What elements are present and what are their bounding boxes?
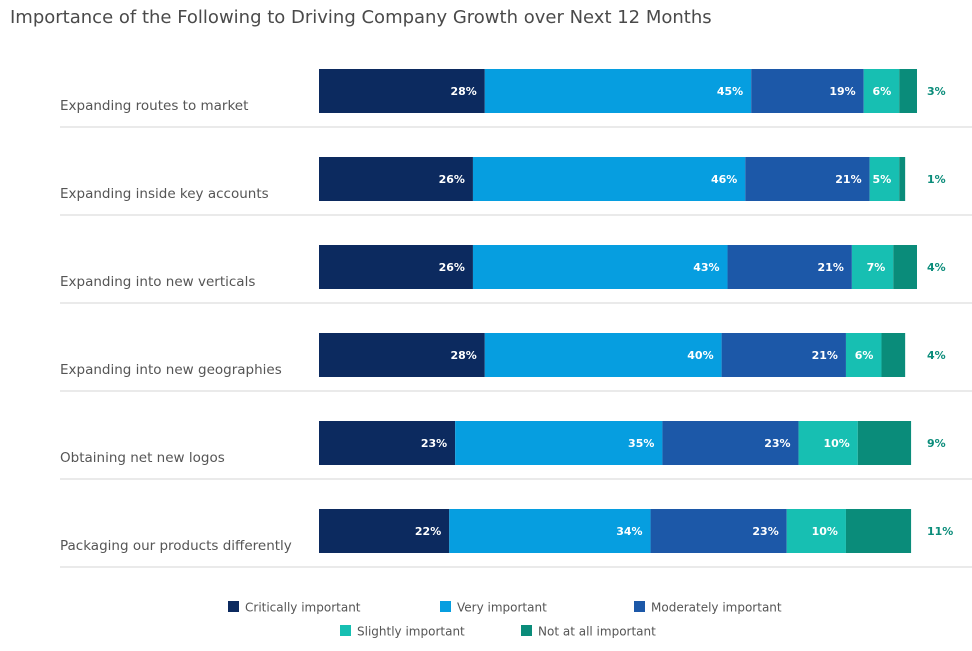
value-label: 9% <box>927 437 946 450</box>
value-label: 34% <box>616 525 642 538</box>
bar-segment <box>484 69 752 113</box>
value-label: 6% <box>855 349 874 362</box>
category-label: Expanding into new verticals <box>60 274 255 290</box>
value-label: 26% <box>439 261 465 274</box>
bar-segment <box>319 245 473 289</box>
value-label: 23% <box>421 437 447 450</box>
value-label: 23% <box>752 525 778 538</box>
value-label: 11% <box>927 525 953 538</box>
bar-segment <box>455 421 663 465</box>
value-label: 40% <box>687 349 713 362</box>
bar-segment <box>472 245 728 289</box>
value-label: 7% <box>867 261 886 274</box>
value-label: 6% <box>873 85 892 98</box>
bar-segment <box>786 509 846 553</box>
bar-segment <box>745 157 870 201</box>
value-label: 3% <box>927 85 946 98</box>
value-label: 21% <box>835 173 861 186</box>
value-label: 4% <box>927 261 946 274</box>
bar-segment <box>798 421 858 465</box>
value-label: 21% <box>818 261 844 274</box>
bar-segment <box>449 509 651 553</box>
bar-segment <box>319 69 485 113</box>
bar-segment <box>650 509 787 553</box>
legend-label: Slightly important <box>357 625 465 639</box>
legend-label: Critically important <box>245 601 361 615</box>
bar-segment <box>851 245 894 289</box>
value-label: 28% <box>450 85 476 98</box>
legend-swatch <box>634 601 645 612</box>
bar-segment <box>751 69 864 113</box>
value-label: 10% <box>823 437 849 450</box>
value-label: 19% <box>829 85 855 98</box>
value-label: 46% <box>711 173 737 186</box>
bar-segment <box>899 157 906 201</box>
bar-segment <box>484 333 722 377</box>
bar-segment <box>319 333 485 377</box>
value-label: 45% <box>717 85 743 98</box>
value-label: 43% <box>693 261 719 274</box>
category-label: Expanding into new geographies <box>60 362 282 378</box>
value-label: 21% <box>812 349 838 362</box>
value-label: 10% <box>812 525 838 538</box>
bar-segment <box>319 421 456 465</box>
category-label: Obtaining net new logos <box>60 450 225 466</box>
value-label: 35% <box>628 437 654 450</box>
bar-segment <box>869 157 900 201</box>
bar-segment <box>662 421 799 465</box>
legend-swatch <box>440 601 451 612</box>
value-label: 26% <box>439 173 465 186</box>
value-label: 4% <box>927 349 946 362</box>
category-label: Expanding routes to market <box>60 98 248 114</box>
legend-swatch <box>521 625 532 636</box>
legend-swatch <box>228 601 239 612</box>
bar-segment <box>845 333 882 377</box>
legend-swatch <box>340 625 351 636</box>
category-label: Expanding inside key accounts <box>60 186 269 202</box>
category-label: Packaging our products differently <box>60 538 292 554</box>
bar-segment <box>721 333 846 377</box>
bar-segment <box>727 245 852 289</box>
bar-segment <box>857 421 912 465</box>
bar-segment <box>472 157 746 201</box>
chart-title: Importance of the Following to Driving C… <box>10 7 712 28</box>
bar-segment <box>319 509 450 553</box>
value-label: 23% <box>764 437 790 450</box>
legend-label: Moderately important <box>651 601 782 615</box>
bar-segment <box>881 333 906 377</box>
value-label: 22% <box>415 525 441 538</box>
bar-segment <box>893 245 917 289</box>
value-label: 5% <box>873 173 892 186</box>
bar-segment <box>899 69 917 113</box>
legend-label: Very important <box>457 601 547 615</box>
bar-segment <box>845 509 912 553</box>
value-label: 1% <box>927 173 946 186</box>
value-label: 28% <box>450 349 476 362</box>
legend-label: Not at all important <box>538 625 656 639</box>
bar-segment <box>319 157 473 201</box>
bar-segment <box>863 69 900 113</box>
